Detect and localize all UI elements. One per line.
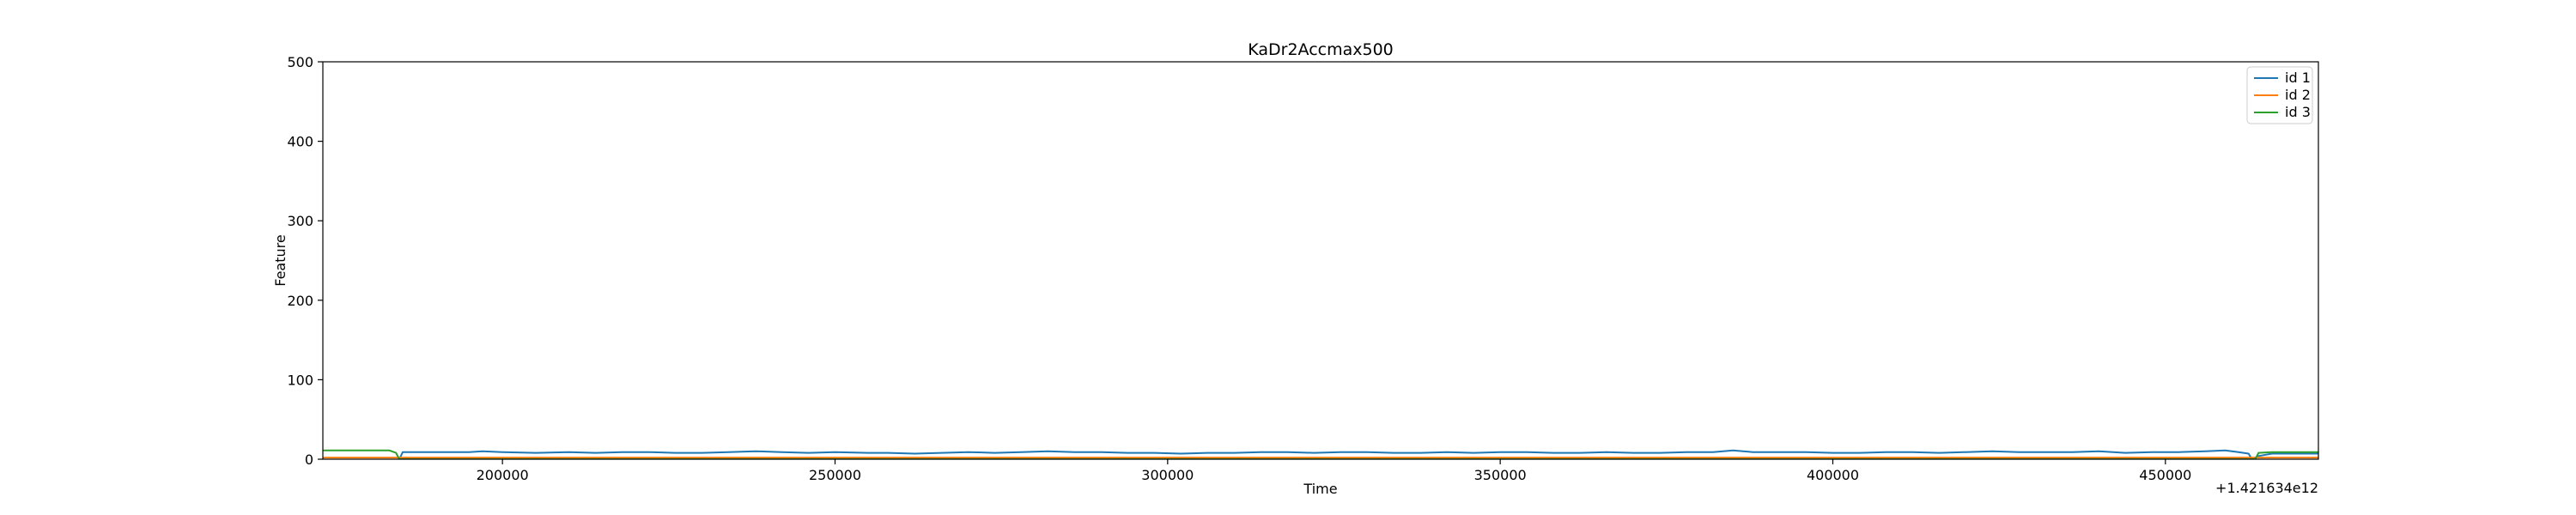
axes-frame <box>322 61 2319 460</box>
plot-area <box>322 61 2319 460</box>
legend-box <box>2246 66 2313 124</box>
legend: id 1id 2id 3 <box>2246 66 2313 124</box>
legend-label: id 1 <box>2285 70 2311 86</box>
y-tick-label: 500 <box>287 54 313 70</box>
y-tick-label: 400 <box>287 134 313 150</box>
x-tick-label: 350000 <box>1474 467 1527 483</box>
x-tick-label: 450000 <box>2139 467 2191 483</box>
x-tick-label: 250000 <box>809 467 861 483</box>
legend-label: id 3 <box>2285 104 2311 120</box>
y-axis: 0 100 200 300 400 500 <box>287 54 323 468</box>
y-tick-label: 300 <box>287 213 313 229</box>
series-line-3 <box>323 449 2318 459</box>
y-tick-label: 200 <box>287 293 313 309</box>
x-axis-offset-label: +1.421634e12 <box>2215 480 2318 496</box>
y-tick-label: 0 <box>305 451 313 468</box>
legend-label: id 2 <box>2285 87 2311 103</box>
x-tick-label: 200000 <box>477 467 529 483</box>
series-layer <box>323 449 2318 459</box>
x-tick-label: 300000 <box>1141 467 1194 483</box>
y-tick-label: 100 <box>287 372 313 388</box>
x-axis: 200000 250000 300000 350000 400000 450000 <box>477 459 2191 483</box>
x-tick-label: 400000 <box>1807 467 1859 483</box>
series-line-1 <box>398 449 2318 459</box>
x-axis-label: Time <box>1303 481 1337 497</box>
y-axis-label: Feature <box>272 234 289 286</box>
chart-title: KaDr2Accmax500 <box>1248 40 1394 59</box>
